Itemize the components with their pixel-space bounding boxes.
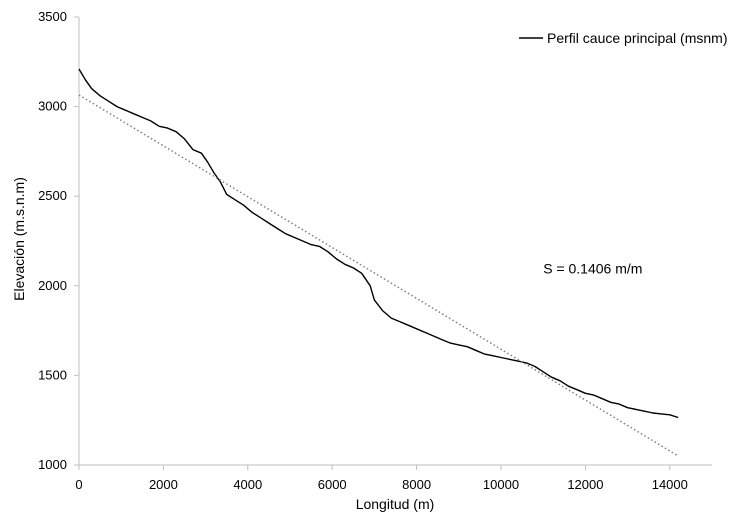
x-tick-label: 12000 bbox=[567, 477, 603, 492]
y-tick-label: 2500 bbox=[38, 188, 67, 203]
y-axis-label: Elevación (m.s.n.m) bbox=[11, 177, 27, 301]
x-tick-label: 4000 bbox=[233, 477, 262, 492]
y-tick-label: 3000 bbox=[38, 99, 67, 114]
x-tick-label: 8000 bbox=[402, 477, 431, 492]
axes: 1000 1500 2000 2500 3000 3500 0 2000 4000 6000 800… bbox=[38, 9, 712, 492]
y-tick-label: 1500 bbox=[38, 367, 67, 382]
x-tick-label: 6000 bbox=[318, 477, 347, 492]
slope-annotation: S = 0.1406 m/m bbox=[543, 260, 642, 276]
y-tick-label: 1000 bbox=[38, 457, 67, 472]
x-tick-label: 2000 bbox=[149, 477, 178, 492]
x-axis-label: Longitud (m) bbox=[356, 496, 435, 512]
y-tick-label: 3500 bbox=[38, 9, 67, 24]
y-tick-label: 2000 bbox=[38, 278, 67, 293]
annotations: S = 0.1406 m/m bbox=[543, 260, 642, 276]
trend-line bbox=[78, 94, 679, 457]
legend: Perfil cauce principal (msnm) bbox=[519, 30, 728, 46]
series-line-profile bbox=[78, 68, 679, 419]
legend-label: Perfil cauce principal (msnm) bbox=[547, 30, 728, 46]
x-tick-label: 0 bbox=[75, 477, 82, 492]
series-layer bbox=[78, 68, 679, 457]
x-tick-label: 10000 bbox=[483, 477, 519, 492]
x-tick-label: 14000 bbox=[652, 477, 688, 492]
